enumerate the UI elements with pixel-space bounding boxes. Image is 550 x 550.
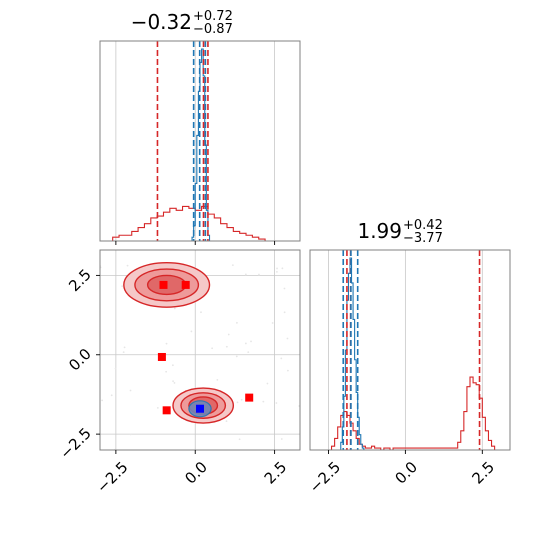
sample-point <box>172 380 174 383</box>
x-tick-label: 2.5 <box>261 458 291 488</box>
sample-point <box>240 398 243 401</box>
sample-point <box>165 370 168 373</box>
sample-point <box>225 420 228 423</box>
sample-point <box>227 333 230 336</box>
panel-title-lower-error: −0.87 <box>193 22 233 37</box>
panel-title-value: 1.99 <box>357 219 402 243</box>
panel-scatter-xy: −2.5 0.0 2.5 −2.5 0.0 2.5 <box>56 249 301 497</box>
sample-point <box>235 355 238 358</box>
sample-point <box>121 285 124 288</box>
sample-point <box>236 321 238 324</box>
sample-point <box>280 438 283 440</box>
panel-title-upper-error: +0.42 <box>403 218 443 233</box>
sample-point <box>271 322 274 324</box>
sample-point <box>283 287 286 290</box>
sample-point <box>101 399 103 402</box>
sample-point <box>126 264 129 267</box>
sample-point <box>281 267 284 270</box>
red-square-marker <box>157 352 166 361</box>
panel-title-upper-error: +0.72 <box>193 9 233 24</box>
sample-point <box>286 337 289 340</box>
sample-point <box>276 270 278 273</box>
sample-point <box>276 267 278 270</box>
sample-point <box>129 389 132 392</box>
axes-frame <box>99 40 301 242</box>
sample-point <box>275 402 278 404</box>
sample-point <box>122 351 125 354</box>
sample-point <box>200 311 202 314</box>
x-tick-label: 2.5 <box>468 458 498 488</box>
panel-hist-x: −0.32 +0.72−0.87 <box>99 9 301 245</box>
sample-point <box>171 364 174 367</box>
histogram-area <box>330 250 496 450</box>
sample-point <box>216 378 219 381</box>
sample-point <box>156 406 159 409</box>
sample-point <box>236 401 239 404</box>
x-tick-label: 0.0 <box>392 458 422 488</box>
sample-point <box>211 347 214 350</box>
axes-frame <box>309 249 511 451</box>
axes-frame <box>99 249 301 451</box>
contour-area <box>100 261 300 450</box>
red-square-marker <box>162 406 171 415</box>
y-tick-label: 0.0 <box>65 345 95 375</box>
sample-point <box>231 264 234 267</box>
histogram-blue-series <box>340 257 365 450</box>
sample-point <box>266 382 269 385</box>
blue-square-marker <box>196 404 204 413</box>
sample-point <box>283 311 286 314</box>
panel-hist-y: −2.5 0.0 2.5 1.99 +0.42−3.77 <box>306 218 511 497</box>
sample-point <box>238 438 241 441</box>
x-tick-label: −2.5 <box>306 458 344 496</box>
sample-point <box>165 342 168 345</box>
sample-point <box>123 346 126 349</box>
sample-point <box>280 357 283 360</box>
sample-point <box>114 367 117 370</box>
sample-point <box>258 273 260 276</box>
sample-point <box>190 330 193 333</box>
sample-point <box>244 273 247 276</box>
histogram-area <box>112 41 272 241</box>
histogram-blue-series <box>191 48 211 241</box>
x-tick-label: 0.0 <box>181 458 211 488</box>
sample-point <box>110 394 113 397</box>
red-square-marker <box>245 393 254 402</box>
sample-point <box>225 345 228 348</box>
panel-title-lower-error: −3.77 <box>403 231 443 246</box>
sample-point <box>287 369 289 372</box>
sample-point <box>129 433 132 436</box>
sample-point <box>173 307 176 310</box>
y-tick-label: −2.5 <box>56 424 94 462</box>
sample-point <box>262 400 265 403</box>
sample-point <box>247 351 250 354</box>
sample-point <box>250 340 252 343</box>
y-tick-label: 2.5 <box>65 265 95 295</box>
histogram-red-series <box>112 205 272 241</box>
x-tick-label: −2.5 <box>93 458 131 496</box>
sample-point <box>173 382 176 384</box>
sample-point <box>244 342 247 345</box>
red-square-marker <box>181 280 190 289</box>
red-square-marker <box>159 280 168 289</box>
panel-title-value: −0.32 <box>131 10 192 34</box>
